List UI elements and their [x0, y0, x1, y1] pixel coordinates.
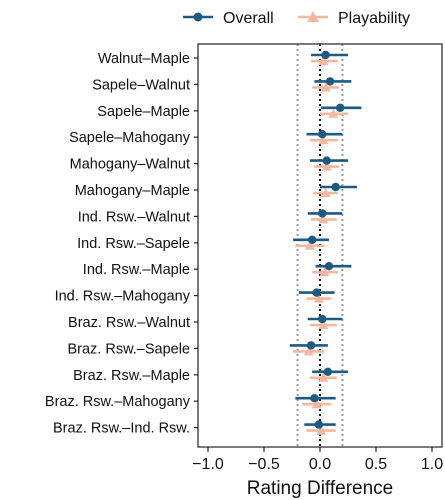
- overall-point: [325, 77, 335, 86]
- overall-point: [306, 341, 316, 350]
- overall-point: [335, 103, 345, 113]
- circle-marker-icon: [193, 12, 203, 22]
- playability-point: [321, 161, 332, 171]
- legend-label: Playability: [338, 10, 410, 27]
- y-tick-label: Ind. Rsw.–Sapele: [77, 236, 190, 252]
- overall-point: [322, 156, 331, 165]
- playability-point: [318, 56, 329, 65]
- y-tick-label: Braz. Rsw.–Maple: [73, 368, 190, 384]
- playability-point: [313, 293, 324, 303]
- y-tick-label: Mahogany–Maple: [75, 183, 190, 199]
- y-axis: Walnut–Maple Sapele–Walnut Sapele–Maple Sap…: [45, 51, 198, 437]
- y-tick-label: Ind. Rsw.–Mahogany: [55, 289, 191, 305]
- overall-point: [318, 130, 327, 139]
- y-tick-label: Mahogany–Walnut: [70, 157, 190, 173]
- playability-point: [304, 240, 315, 250]
- y-tick-label: Sapele–Mahogany: [69, 130, 191, 146]
- overall-point: [318, 314, 327, 324]
- legend-playability: Playability: [298, 10, 410, 27]
- playability-point: [318, 372, 329, 382]
- playability-point: [316, 425, 327, 435]
- overall-point: [318, 209, 327, 218]
- y-tick-label: Braz. Rsw.–Sapele: [67, 341, 190, 357]
- overall-point: [312, 288, 321, 297]
- x-axis-label: Rating Difference: [247, 478, 393, 499]
- playability-point: [318, 320, 329, 329]
- y-tick-label: Walnut–Maple: [98, 51, 190, 67]
- overall-point: [331, 182, 340, 192]
- x-axis: −1.0 −0.5 0.0 0.5 1.0: [192, 447, 443, 473]
- x-tick-label: −0.5: [248, 456, 280, 473]
- x-tick-label: 1.0: [421, 456, 443, 473]
- playability-point: [320, 188, 331, 197]
- y-tick-label: Braz. Rsw.–Mahogany: [45, 394, 191, 410]
- playability-point: [311, 399, 322, 409]
- overall-point: [321, 50, 330, 60]
- overall-point: [307, 235, 317, 244]
- legend: Overall Playability: [183, 10, 410, 27]
- playability-point: [319, 267, 330, 277]
- x-tick-label: −1.0: [192, 456, 224, 473]
- y-tick-label: Ind. Rsw.–Walnut: [78, 209, 190, 225]
- playability-point: [318, 214, 329, 224]
- y-tick-label: Ind. Rsw.–Maple: [83, 262, 190, 278]
- legend-overall: Overall: [183, 10, 274, 27]
- legend-label: Overall: [223, 10, 274, 27]
- overall-point: [314, 420, 324, 429]
- overall-point: [323, 367, 333, 376]
- y-tick-label: Sapele–Walnut: [92, 77, 190, 93]
- x-tick-label: 0.0: [309, 456, 331, 473]
- overall-point: [310, 394, 319, 403]
- playability-point: [303, 346, 314, 356]
- playability-point: [318, 135, 329, 145]
- overall-point: [324, 262, 334, 271]
- playability-point: [328, 108, 339, 118]
- triangle-marker-icon: [307, 11, 319, 22]
- playability-point: [320, 82, 331, 92]
- y-tick-label: Braz. Rsw.–Walnut: [68, 315, 190, 331]
- plot-area: [197, 43, 443, 448]
- y-tick-label: Braz. Rsw.–Ind. Rsw.: [53, 421, 190, 437]
- y-tick-label: Sapele–Maple: [97, 104, 190, 120]
- x-tick-label: 0.5: [365, 456, 387, 473]
